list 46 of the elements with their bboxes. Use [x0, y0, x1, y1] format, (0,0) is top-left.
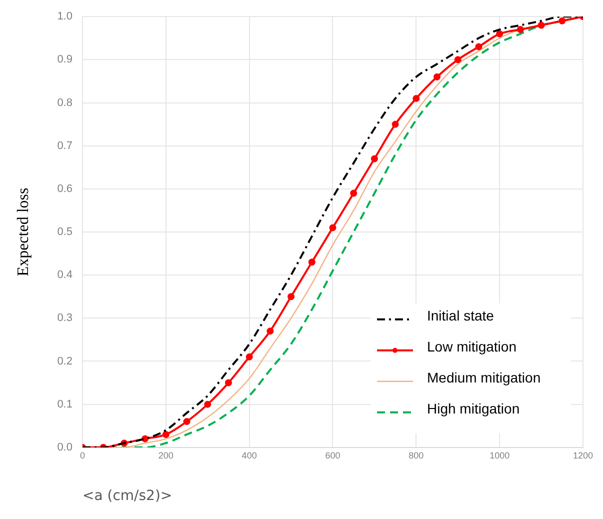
- y-axis-title: Expected loss: [14, 188, 32, 276]
- y-tick-label: 0.9: [57, 54, 72, 66]
- point: [288, 293, 295, 300]
- legend-label: Low mitigation: [427, 338, 516, 354]
- point: [412, 94, 420, 102]
- point: [329, 224, 336, 232]
- point: [538, 22, 545, 29]
- y-tick-label: 0.8: [57, 96, 72, 109]
- y-tick-label: 0.5: [57, 226, 72, 238]
- x-axis-title: <a (cm/s2)>: [82, 488, 172, 504]
- point: [370, 155, 378, 162]
- point: [183, 418, 190, 426]
- legend-label: Initial state: [427, 307, 494, 324]
- point: [454, 56, 462, 64]
- point: [516, 26, 524, 34]
- x-tick-label: 200: [158, 450, 174, 460]
- y-tick-label: 0.6: [57, 182, 72, 195]
- point: [224, 379, 232, 386]
- point: [434, 73, 441, 80]
- y-tick-label: 0.2: [57, 355, 72, 368]
- point: [246, 353, 253, 360]
- y-tick-label: 0.1: [57, 398, 72, 410]
- y-tick-label: 0.4: [57, 269, 72, 282]
- x-tick-label: 1000: [490, 450, 510, 460]
- point: [350, 190, 358, 197]
- point: [308, 258, 316, 266]
- point: [496, 30, 504, 38]
- y-tick-label: 0.0: [57, 441, 72, 454]
- legend-label: High mitigation: [427, 400, 520, 416]
- x-tick-label: 600: [325, 450, 340, 460]
- x-tick-label: 1200: [572, 450, 594, 460]
- x-tick-label: 800: [408, 450, 424, 460]
- point: [558, 17, 566, 24]
- point: [266, 328, 274, 335]
- point: [204, 400, 212, 408]
- point: [475, 43, 482, 50]
- point: [162, 430, 170, 438]
- y-tick-label: 1.0: [57, 10, 72, 23]
- x-tick-label: 0: [80, 450, 85, 460]
- point: [392, 120, 399, 128]
- line-series: [82, 16, 583, 448]
- x-tick-label: 400: [242, 450, 257, 460]
- point: [142, 435, 149, 442]
- legend-label: Medium mitigation: [427, 369, 541, 386]
- y-tick-label: 0.3: [57, 312, 72, 324]
- y-tick-label: 0.7: [57, 140, 72, 152]
